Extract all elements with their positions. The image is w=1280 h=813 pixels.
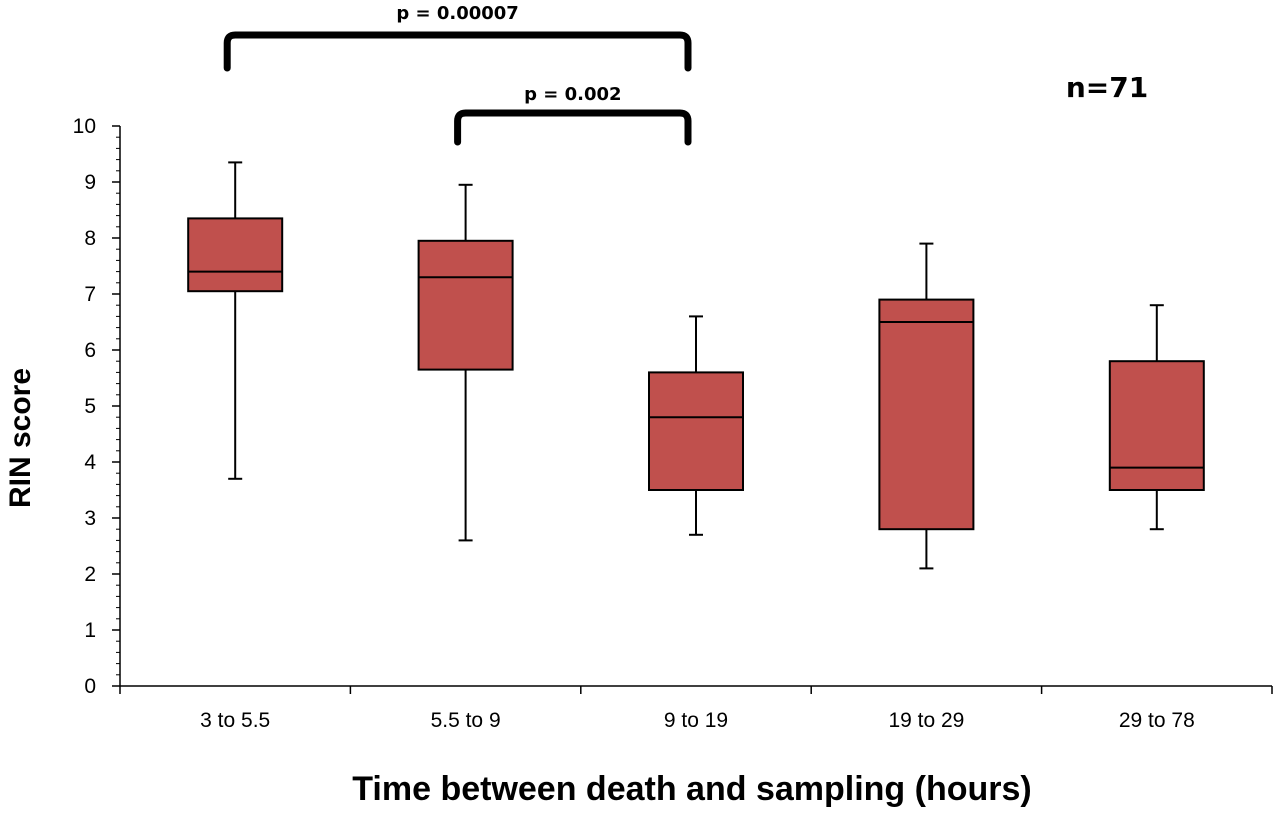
x-axis-title: Time between death and sampling (hours) — [352, 770, 1031, 808]
x-tick-label: 3 to 5.5 — [200, 709, 270, 732]
box-1 — [187, 161, 284, 480]
iqr-box — [878, 298, 975, 531]
y-tick-label: 2 — [84, 563, 96, 586]
y-tick-label: 10 — [73, 115, 96, 138]
iqr-box — [648, 371, 744, 491]
y-tick-label: 7 — [84, 283, 96, 306]
y-axis-title: RIN score — [4, 368, 37, 508]
y-tick-label: 0 — [84, 675, 96, 698]
annotations-group: p = 0.00007 p = 0.002 — [223, 3, 692, 146]
sample-size-label: n=71 — [1066, 71, 1148, 104]
p-value-label: p = 0.002 — [524, 84, 621, 105]
iqr-box — [1108, 360, 1205, 492]
iqr-box — [187, 217, 284, 293]
significance-bracket — [223, 31, 692, 72]
x-tick-label: 5.5 to 9 — [431, 709, 501, 732]
y-tick-label: 3 — [84, 507, 96, 530]
y-tick-label: 9 — [84, 171, 96, 194]
box-5 — [1108, 304, 1205, 531]
x-tick-label: 29 to 78 — [1119, 709, 1195, 732]
significance-bracket — [454, 109, 692, 146]
axes-group: 0 1 2 3 4 5 6 7 8 9 10 3 to 5.5 5.5 to 9 9 to 19 19 to… — [73, 115, 1273, 732]
x-tick-label: 19 to 29 — [888, 709, 964, 732]
boxes-group — [187, 161, 1205, 570]
box-3 — [648, 315, 744, 536]
box-4 — [878, 242, 975, 570]
p-value-label: p = 0.00007 — [396, 3, 518, 24]
y-tick-label: 1 — [84, 619, 96, 642]
x-tick-label: 9 to 19 — [664, 709, 728, 732]
y-tick-label: 6 — [84, 339, 96, 362]
y-tick-label: 4 — [84, 451, 96, 474]
box-2 — [417, 183, 514, 542]
y-tick-label: 8 — [84, 227, 96, 250]
iqr-box — [417, 239, 514, 371]
y-tick-label: 5 — [84, 395, 96, 418]
